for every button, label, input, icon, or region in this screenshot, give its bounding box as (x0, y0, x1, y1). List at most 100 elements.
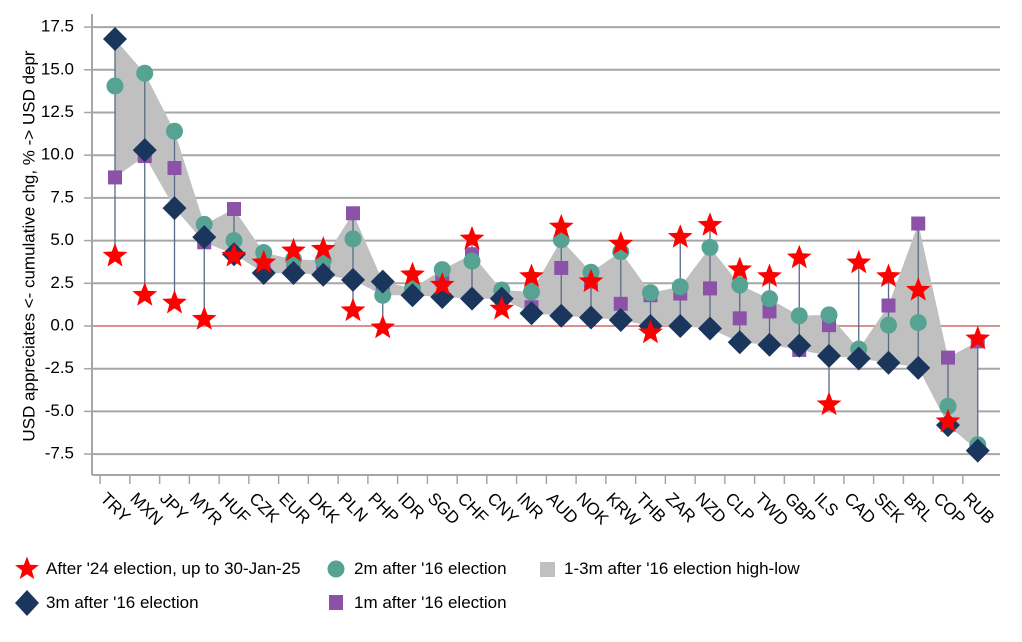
x-tick-label: PHP (364, 489, 402, 527)
marker-2m-circle (642, 284, 659, 302)
x-tick-label: SEK (870, 489, 908, 527)
x-tick-label: ZAR (662, 489, 699, 526)
marker-24-star (400, 261, 425, 286)
marker-3m-diamond (608, 308, 633, 333)
marker-24-star (370, 314, 396, 339)
marker-2m-circle (166, 122, 183, 140)
axes (84, 14, 1000, 484)
marker-2m-circle (136, 64, 154, 82)
marker-24-star (578, 268, 604, 293)
y-tick-label: 15.0 (41, 59, 74, 78)
marker-1m-square (108, 170, 122, 185)
marker-2m-circle (820, 306, 838, 324)
marker-24-star (281, 237, 306, 262)
diamond-icon (15, 590, 39, 616)
marker-24-star (221, 243, 247, 267)
y-tick-label: 0.0 (50, 315, 74, 334)
high-low-band (115, 39, 978, 451)
marker-2m-circle (552, 231, 570, 249)
marker-1m-square (703, 281, 717, 296)
marker-1m-square (911, 216, 926, 231)
marker-3m-diamond (460, 286, 484, 311)
marker-1m-square (227, 202, 241, 217)
marker-3m-diamond (132, 138, 157, 163)
marker-3m-diamond (370, 269, 395, 294)
x-tick-label: DKK (305, 489, 344, 528)
marker-24-star (876, 263, 901, 287)
marker-24-star (519, 263, 544, 287)
legend-label: 2m after '16 election (354, 559, 507, 578)
legend-item-high-low: 1-3m after '16 election high-low (538, 556, 800, 582)
marker-24-star (191, 306, 217, 330)
marker-24-star (697, 212, 723, 236)
legend-item-after-24: After '24 election, up to 30-Jan-25 (14, 556, 301, 582)
x-tick-label: SGD (424, 489, 463, 528)
marker-1m-square (941, 350, 955, 365)
marker-24-star (786, 244, 812, 269)
marker-2m-circle (195, 215, 213, 233)
x-tick-label: CAD (840, 489, 879, 528)
y-tick-label: 17.5 (41, 17, 74, 36)
marker-3m-diamond (251, 261, 276, 286)
x-tick-label: CZK (245, 489, 283, 527)
x-tick-label: NOK (573, 489, 613, 529)
marker-24-star (132, 282, 158, 306)
marker-3m-diamond (846, 346, 871, 371)
x-tick-label: KRW (602, 489, 643, 530)
marker-3m-diamond (311, 262, 336, 287)
legend-label: 3m after '16 election (46, 593, 199, 612)
marker-2m-circle (731, 276, 749, 294)
marker-24-star (846, 249, 872, 274)
marker-24-star (667, 224, 693, 248)
marker-3m-diamond (757, 332, 782, 357)
legend-label: 1-3m after '16 election high-low (564, 559, 800, 578)
marker-24-star (162, 289, 187, 314)
marker-2m-circle (880, 316, 897, 334)
marker-24-star (816, 391, 842, 416)
legend: After '24 election, up to 30-Jan-25 2m a… (14, 556, 1014, 626)
marker-3m-diamond (787, 333, 812, 358)
marker-3m-diamond (549, 303, 574, 328)
marker-2m-circle (463, 252, 481, 270)
marker-2m-circle (344, 230, 362, 248)
marker-1m-square (167, 161, 182, 176)
marker-1m-square (554, 260, 569, 275)
marker-3m-diamond (876, 350, 901, 375)
marker-3m-diamond (192, 225, 217, 250)
x-tick-label: MYR (186, 489, 226, 529)
x-tick-label: AUD (543, 489, 582, 528)
marker-24-star (965, 325, 991, 350)
x-tick-label: HUF (216, 489, 254, 527)
marker-24-star (608, 231, 634, 255)
y-tick-label: 7.5 (50, 187, 74, 206)
marker-2m-circle (671, 278, 689, 296)
marker-1m-square (881, 298, 896, 313)
y-tick-label: -5.0 (45, 401, 74, 420)
y-tick-label: 10.0 (41, 145, 74, 164)
marker-24-star (459, 225, 485, 250)
x-tick-label: RUB (959, 489, 998, 528)
x-tick-label: BRL (900, 489, 937, 526)
marker-24-star (251, 249, 277, 274)
marker-3m-diamond (341, 267, 365, 292)
x-tick-label: CLP (721, 489, 758, 526)
x-tick-label: GBP (781, 489, 820, 528)
marker-3m-diamond (906, 355, 931, 380)
y-tick-label: -7.5 (45, 444, 74, 463)
marker-1m-square (613, 296, 628, 311)
x-tick-label: MXN (126, 489, 166, 529)
marker-2m-circle (761, 290, 778, 308)
y-axis-title: USD appreciates <- cumulative chg, % -> … (19, 50, 38, 442)
marker-24-star (102, 243, 128, 267)
circle-icon (327, 560, 345, 578)
marker-24-star (638, 319, 663, 344)
marker-24-star (310, 236, 336, 260)
star-icon (15, 556, 39, 580)
marker-24-star (548, 213, 574, 238)
x-tick-label: PLN (335, 489, 372, 526)
x-tick-label: COP (930, 489, 969, 528)
marker-3m-diamond (727, 330, 752, 355)
y-tick-label: 2.5 (50, 273, 74, 292)
x-tick-label: NZD (692, 489, 730, 527)
marker-3m-diamond (965, 438, 990, 463)
